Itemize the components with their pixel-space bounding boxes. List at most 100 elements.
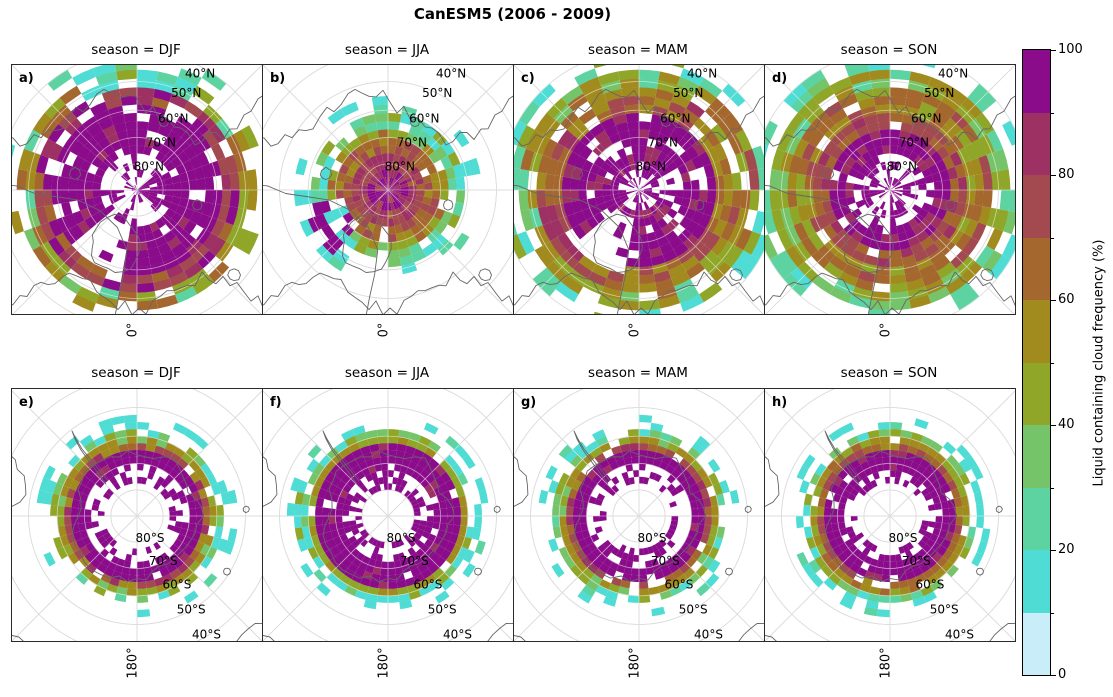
lon-tick-label-g: 180° [627,647,643,679]
lat-tick-label: 40°N [938,67,968,81]
colorbar-segment-10-20 [1023,550,1050,613]
colorbar-tick [1051,550,1056,551]
lon-tick-label-e: 180° [125,647,141,679]
colorbar-tick [1051,425,1056,426]
colorbar-segment-80-90 [1023,112,1050,175]
map-panel-a: 40°N 50°N 60°N 70°N 80°N a) [11,64,263,315]
colorbar-tick [1051,50,1056,51]
colorbar-tick-label: 20 [1058,542,1075,557]
lat-tick-label: 50°N [171,86,201,100]
map-panel-d: 40°N 50°N 60°N 70°N 80°N d) [764,64,1016,315]
panel-title-h: season = SON [840,365,938,381]
lat-tick-labels: 40°N 50°N 60°N 70°N 80°N [385,67,467,174]
lat-tick-label: 80°N [134,159,164,173]
coastlines [765,430,1015,641]
lat-tick-labels: 40°N 50°N 60°N 70°N 80°N [636,67,718,174]
lat-tick-labels: 40°N 50°N 60°N 70°N 80°N [887,67,969,174]
lat-tick-label: 60°N [660,111,690,125]
colorbar-segment-0-10 [1023,612,1050,675]
lat-tick-label: 80°N [887,159,917,173]
lat-tick-label: 70°N [146,136,176,150]
colorbar-segment-30-40 [1023,425,1050,488]
lat-tick-label: 60°S [664,578,693,592]
lon-tick-label-c: 0° [627,322,643,338]
coastlines [263,430,513,641]
panel-title-c: season = MAM [588,42,688,58]
lat-tick-label: 70°N [648,136,678,150]
panel-letter-c: c) [521,71,535,86]
colorbar-segment-20-30 [1023,487,1050,550]
colorbar-segment-70-80 [1023,175,1050,238]
panel-letter-d: d) [772,71,787,86]
lat-tick-label: 50°N [924,86,954,100]
lon-tick-label-d: 0° [878,322,894,338]
coastlines [263,88,513,314]
lat-tick-label: 50°S [428,602,457,616]
map-panel-h: 40°S 50°S 60°S 70°S 80°S h) [764,388,1016,642]
colorbar-tick-label: 0 [1058,667,1067,682]
colorbar-tick-label: 40 [1058,417,1075,432]
map-panel-e: 40°S 50°S 60°S 70°S 80°S e) [11,388,263,642]
colorbar-axis-label: Liquid containing cloud frequency (%) [1091,239,1107,487]
colorbar-tick-label: 100 [1058,42,1083,57]
colorbar-bar [1022,49,1051,676]
lat-tick-label: 40°S [192,628,221,642]
map-panel-b: 40°N 50°N 60°N 70°N 80°N b) [262,64,514,315]
lat-tick-label: 40°S [694,628,723,642]
map-panel-f: 40°S 50°S 60°S 70°S 80°S f) [262,388,514,642]
lat-tick-label: 60°S [162,578,191,592]
lat-tick-label: 80°S [136,531,165,545]
panel-title-b: season = JJA [344,42,430,58]
coastlines [765,88,1015,314]
lon-tick-label-b: 0° [376,322,392,338]
data-cells [12,65,259,312]
lat-tick-label: 50°S [930,602,959,616]
data-cells [538,414,740,617]
lat-tick-label: 40°N [436,67,466,81]
lat-tick-label: 50°S [679,602,708,616]
lat-tick-label: 80°S [638,531,667,545]
lat-tick-label: 70°N [899,136,929,150]
lat-tick-label: 80°N [636,159,666,173]
lat-tick-labels: 40°S 50°S 60°S 70°S 80°S [136,531,221,641]
map-panel-c: 40°N 50°N 60°N 70°N 80°N c) [513,64,765,315]
lat-tick-label: 70°N [397,136,427,150]
lat-tick-label: 60°N [409,111,439,125]
lat-tick-label: 70°S [149,554,178,568]
colorbar-segment-90-100 [1023,50,1050,113]
lat-tick-label: 40°S [443,628,472,642]
coastlines [514,430,764,641]
panel-letter-e: e) [19,395,34,410]
colorbar-tick [1051,362,1054,364]
panel-letter-f: f) [270,395,282,410]
lat-tick-label: 50°N [673,86,703,100]
colorbar-tick [1051,487,1054,489]
lat-tick-label: 40°N [687,67,717,81]
panel-title-f: season = JJA [344,365,430,381]
lon-tick-label-h: 180° [878,647,894,679]
panel-letter-b: b) [270,71,285,86]
panel-title-a: season = DJF [91,42,181,58]
panel-letter-a: a) [19,71,34,86]
lat-tick-label: 80°N [385,159,415,173]
lat-tick-label: 70°S [400,554,429,568]
data-cells [514,65,764,314]
panel-title-g: season = MAM [588,365,688,381]
lat-tick-label: 50°S [177,602,206,616]
lon-tick-label-f: 180° [376,647,392,679]
colorbar-tick [1051,175,1056,176]
colorbar-segment-50-60 [1023,300,1050,363]
lat-tick-label: 40°S [945,628,974,642]
coastlines [12,88,262,314]
colorbar-tick [1051,300,1056,301]
lat-tick-label: 50°N [422,86,452,100]
colorbar-segment-60-70 [1023,237,1050,300]
coastlines [12,430,262,641]
lat-tick-label: 60°S [413,578,442,592]
colorbar-tick [1051,237,1054,239]
lat-tick-label: 70°S [902,554,931,568]
lat-tick-label: 60°S [915,578,944,592]
lat-tick-label: 80°S [387,531,416,545]
figure-title: CanESM5 (2006 - 2009) [413,5,612,23]
